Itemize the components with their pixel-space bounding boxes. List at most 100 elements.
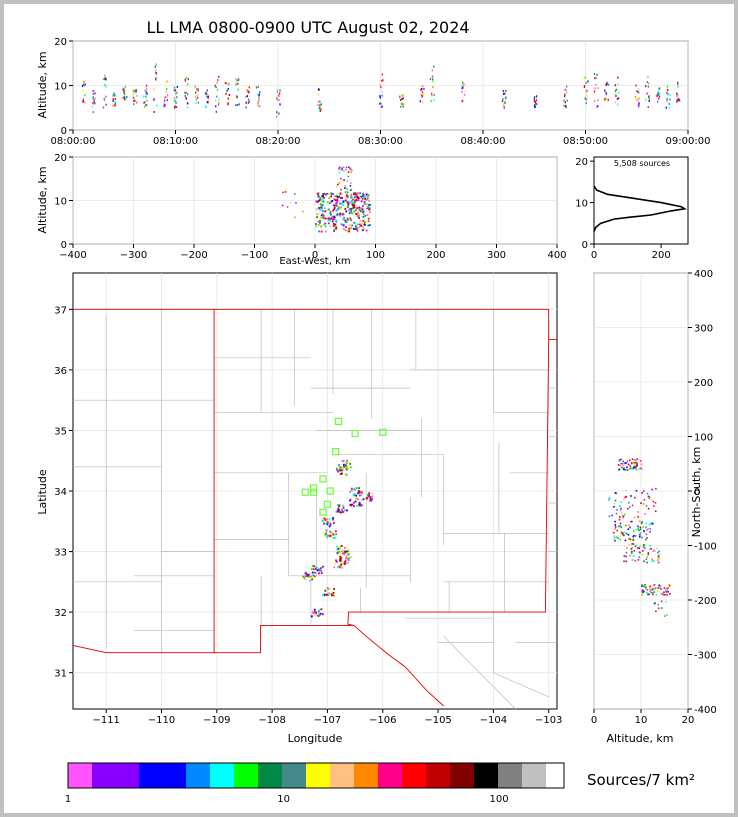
source-point bbox=[564, 93, 566, 96]
source-point bbox=[632, 555, 635, 557]
source-point bbox=[341, 511, 344, 514]
source-point bbox=[650, 522, 653, 525]
source-point bbox=[618, 468, 621, 471]
source-point bbox=[315, 225, 318, 228]
source-point bbox=[645, 522, 647, 525]
source-point bbox=[351, 200, 353, 203]
y-tick-label: -300 bbox=[694, 651, 717, 662]
source-point bbox=[344, 547, 346, 549]
source-point bbox=[635, 560, 638, 563]
source-point bbox=[363, 218, 366, 221]
source-point bbox=[505, 97, 507, 100]
source-point bbox=[637, 524, 639, 527]
source-point bbox=[329, 202, 331, 205]
source-point bbox=[321, 196, 324, 198]
source-point bbox=[379, 83, 381, 86]
source-point bbox=[112, 94, 114, 97]
source-point bbox=[225, 92, 227, 95]
source-point bbox=[353, 193, 355, 196]
source-point bbox=[350, 203, 353, 205]
source-point bbox=[643, 547, 646, 549]
source-point bbox=[105, 103, 107, 106]
source-point bbox=[658, 607, 660, 609]
source-point bbox=[626, 469, 629, 471]
source-point bbox=[145, 91, 147, 94]
source-point bbox=[605, 91, 607, 94]
source-point bbox=[340, 211, 342, 214]
source-point bbox=[343, 179, 345, 181]
source-point bbox=[641, 594, 644, 596]
source-point bbox=[351, 203, 354, 205]
source-point bbox=[333, 198, 336, 201]
source-point bbox=[316, 216, 318, 219]
source-point bbox=[207, 96, 209, 99]
source-point bbox=[166, 93, 169, 96]
source-point bbox=[186, 106, 189, 109]
source-point bbox=[650, 498, 652, 501]
source-point bbox=[317, 103, 319, 106]
source-point bbox=[112, 99, 114, 102]
source-point bbox=[356, 223, 359, 226]
colorbar-cell bbox=[330, 763, 354, 788]
source-point bbox=[368, 494, 370, 496]
source-point bbox=[350, 503, 353, 506]
source-point bbox=[342, 507, 345, 509]
source-point bbox=[333, 228, 336, 231]
county-line bbox=[443, 636, 516, 710]
source-point bbox=[215, 99, 217, 102]
source-point bbox=[356, 505, 358, 507]
source-point bbox=[338, 214, 341, 216]
source-point bbox=[326, 208, 329, 211]
colorbar-label: Sources/7 km² bbox=[587, 771, 695, 789]
source-point bbox=[625, 495, 627, 498]
source-point bbox=[216, 88, 219, 91]
source-point bbox=[349, 168, 351, 170]
source-point bbox=[284, 188, 287, 190]
source-point bbox=[654, 502, 657, 504]
source-point bbox=[613, 506, 615, 508]
source-point bbox=[648, 97, 651, 100]
source-point bbox=[343, 170, 345, 172]
source-point bbox=[215, 86, 217, 88]
source-point bbox=[584, 97, 586, 100]
y-tick-label: -200 bbox=[694, 596, 717, 607]
source-point bbox=[657, 551, 659, 554]
source-point bbox=[184, 91, 186, 94]
source-point bbox=[676, 95, 678, 98]
source-point bbox=[321, 594, 324, 597]
source-point bbox=[657, 90, 659, 93]
y-tick-label: -100 bbox=[694, 542, 717, 553]
source-point bbox=[629, 468, 631, 470]
source-point bbox=[143, 105, 146, 108]
source-point bbox=[380, 86, 382, 89]
source-point bbox=[357, 199, 360, 201]
source-point bbox=[197, 89, 199, 92]
source-point bbox=[625, 532, 628, 535]
source-point bbox=[332, 518, 334, 521]
source-point bbox=[651, 488, 653, 491]
source-point bbox=[328, 520, 331, 523]
source-point bbox=[344, 185, 346, 187]
source-point bbox=[215, 105, 217, 108]
source-point bbox=[335, 530, 337, 533]
source-point bbox=[625, 489, 627, 492]
source-point bbox=[357, 498, 359, 501]
x-tick-label: 08:20:00 bbox=[256, 136, 301, 147]
source-point bbox=[123, 90, 125, 93]
x-tick-label: 100 bbox=[366, 250, 385, 261]
source-point bbox=[308, 579, 311, 582]
source-point bbox=[345, 464, 347, 467]
source-point bbox=[639, 536, 641, 538]
source-point bbox=[349, 194, 352, 197]
source-point bbox=[94, 102, 96, 105]
source-point bbox=[676, 92, 678, 95]
source-point bbox=[350, 167, 353, 169]
source-point bbox=[632, 538, 634, 541]
source-point bbox=[665, 106, 667, 109]
source-point bbox=[333, 566, 336, 569]
source-point bbox=[340, 207, 343, 210]
source-point bbox=[307, 574, 310, 576]
source-point bbox=[647, 85, 649, 88]
source-point bbox=[324, 207, 326, 210]
source-point bbox=[349, 466, 352, 469]
